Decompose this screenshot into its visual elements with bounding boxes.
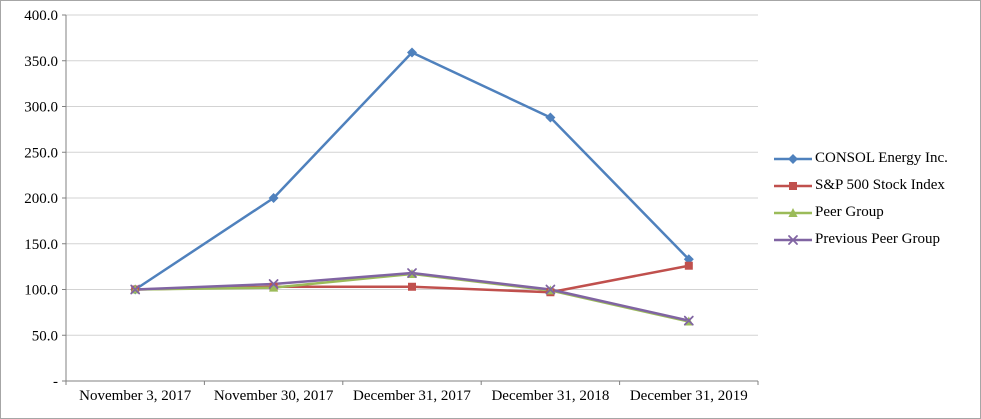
y-axis-tick-label: 50.0 — [32, 328, 58, 344]
legend-item-consol-energy: CONSOL Energy Inc. — [773, 150, 948, 167]
chart-legend: CONSOL Energy Inc. S&P 500 Stock Index P… — [773, 150, 948, 248]
x-axis-category-label: November 3, 2017 — [79, 388, 192, 404]
legend-item-sp500: S&P 500 Stock Index — [773, 177, 948, 194]
legend-label-consol-energy: CONSOL Energy Inc. — [815, 150, 948, 166]
x-axis-category-label: December 31, 2019 — [630, 388, 748, 404]
legend-marker-triangle-icon — [774, 207, 812, 217]
legend-marker-x-icon — [774, 234, 812, 245]
y-axis-tick-label: 300.0 — [24, 100, 58, 116]
series-line — [135, 271, 690, 322]
y-axis-tick-label: 100.0 — [24, 283, 58, 299]
x-axis-category-label: December 31, 2017 — [353, 388, 471, 404]
y-axis-tick-label: 350.0 — [24, 54, 58, 70]
y-axis-tick-label: 150.0 — [24, 237, 58, 253]
series-line — [134, 51, 690, 291]
legend-item-previous-peer-group: Previous Peer Group — [773, 231, 948, 248]
y-axis-tick-label: 400.0 — [24, 8, 58, 24]
x-axis-category-label: November 30, 2017 — [214, 388, 334, 404]
legend-marker-square-icon — [774, 181, 812, 190]
y-axis-tick-label: - — [53, 374, 58, 390]
y-axis-tick-label: 200.0 — [24, 191, 58, 207]
legend-item-peer-group: Peer Group — [773, 204, 948, 221]
x-axis-category-label: December 31, 2018 — [491, 388, 609, 404]
legend-label-previous-peer-group: Previous Peer Group — [815, 231, 940, 247]
legend-label-sp500: S&P 500 Stock Index — [815, 177, 945, 193]
legend-marker-diamond-icon — [774, 153, 812, 164]
legend-label-peer-group: Peer Group — [815, 204, 884, 220]
y-axis-tick-label: 250.0 — [24, 145, 58, 161]
